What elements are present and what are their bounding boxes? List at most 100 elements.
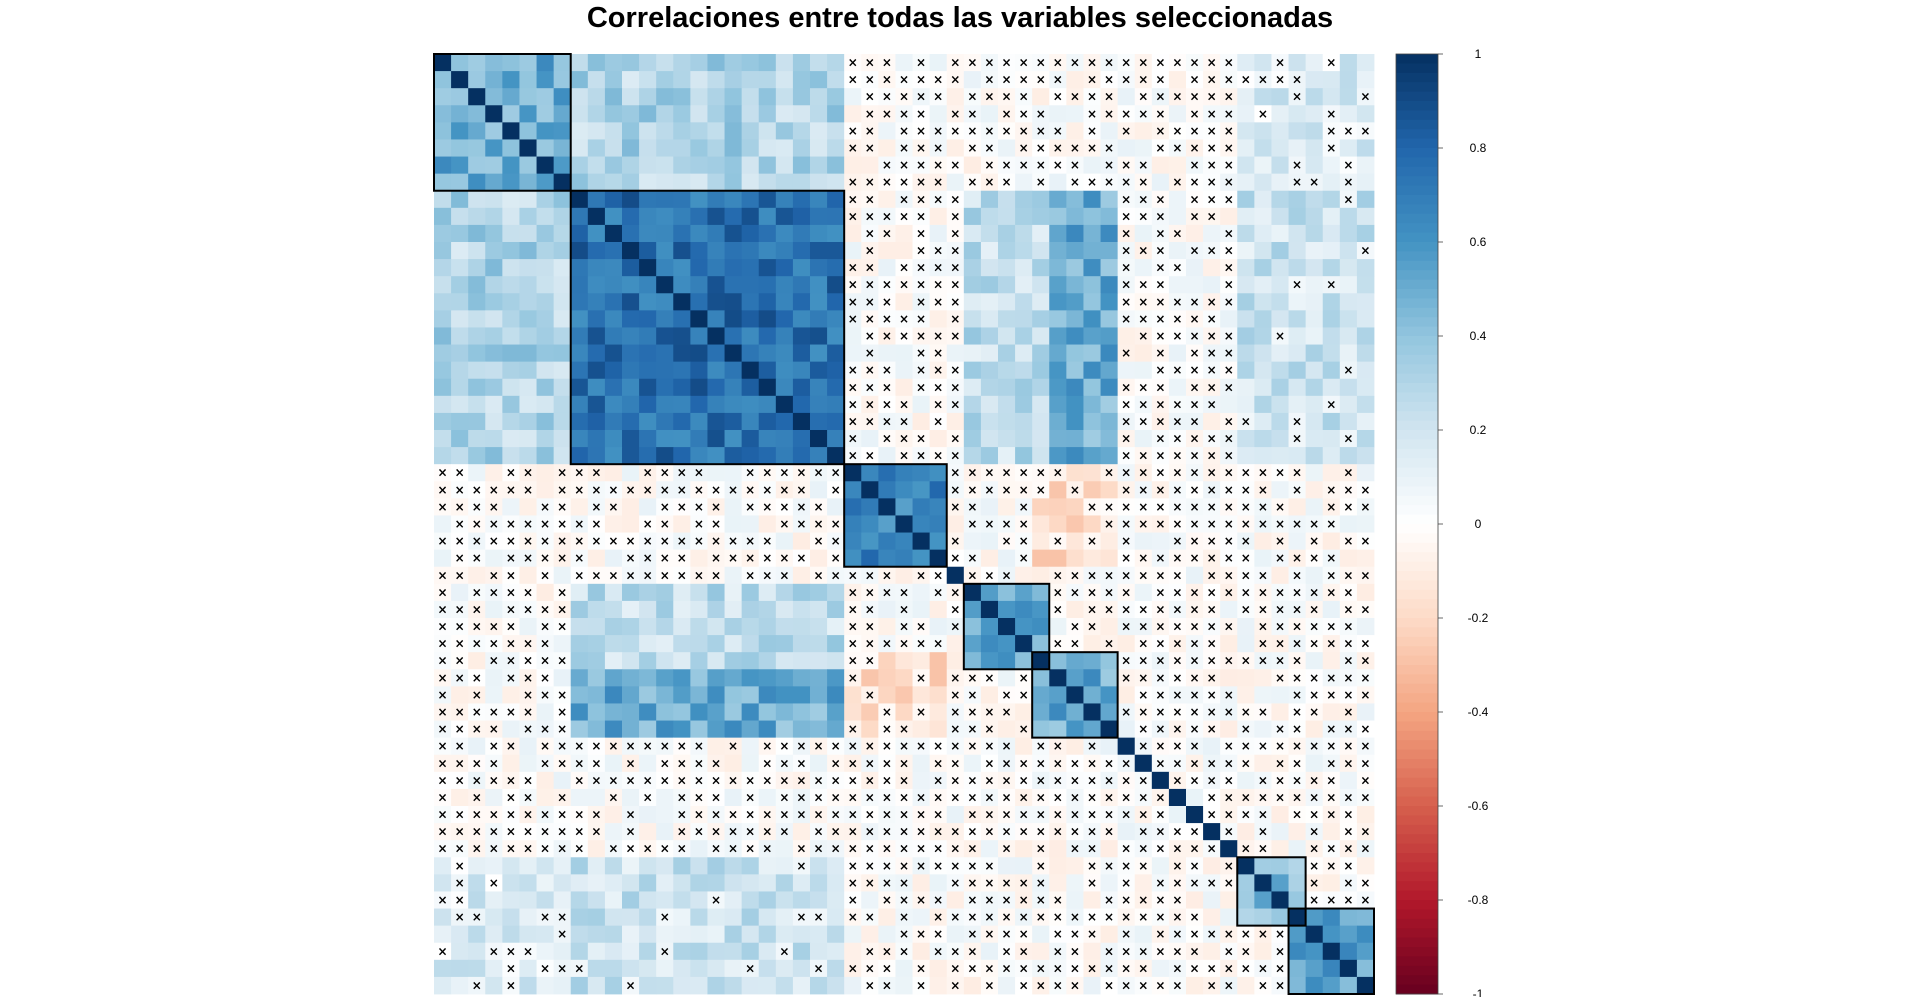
heatmap-cell — [639, 156, 657, 175]
heatmap-cell — [1305, 173, 1324, 192]
insignificant-marker: × — [1172, 534, 1182, 548]
heatmap-cell — [451, 532, 469, 551]
insignificant-marker: × — [1292, 722, 1302, 736]
heatmap-cell — [587, 669, 606, 687]
heatmap-cell — [980, 686, 999, 704]
heatmap-cell — [775, 618, 794, 636]
heatmap-cell — [741, 515, 760, 533]
heatmap-cell — [1032, 122, 1050, 140]
heatmap-cell — [1322, 173, 1341, 192]
heatmap-cell — [690, 618, 708, 636]
heatmap-cell — [690, 857, 708, 875]
heatmap-cell — [1271, 71, 1289, 89]
heatmap-cell — [929, 242, 948, 260]
insignificant-marker: × — [1155, 654, 1165, 668]
insignificant-marker: × — [1138, 209, 1148, 223]
heatmap-cell — [1339, 54, 1358, 72]
heatmap-cell — [844, 88, 862, 106]
insignificant-marker: × — [1002, 808, 1012, 822]
insignificant-marker: × — [1121, 107, 1131, 121]
heatmap-cell — [724, 583, 743, 602]
heatmap-cell — [861, 54, 879, 72]
heatmap-cell — [844, 464, 862, 482]
insignificant-marker: × — [916, 312, 926, 326]
insignificant-marker: × — [950, 158, 960, 172]
heatmap-cell — [963, 361, 982, 380]
heatmap-cell — [1066, 874, 1084, 892]
heatmap-cell — [451, 71, 469, 89]
insignificant-marker: × — [1258, 517, 1268, 531]
heatmap-cell — [1117, 720, 1136, 739]
insignificant-marker: × — [1309, 773, 1319, 787]
insignificant-marker: × — [1190, 192, 1200, 206]
heatmap-cell — [1168, 71, 1187, 89]
heatmap-cell — [810, 481, 828, 499]
heatmap-cell — [724, 874, 743, 892]
insignificant-marker: × — [1190, 397, 1200, 411]
heatmap-cell — [980, 447, 999, 465]
heatmap-cell — [1100, 498, 1119, 516]
insignificant-marker: × — [899, 90, 909, 104]
insignificant-marker: × — [1224, 500, 1234, 514]
heatmap-cell — [639, 481, 657, 499]
heatmap-cell — [844, 122, 862, 140]
heatmap-cell — [1288, 224, 1307, 243]
heatmap-cell — [570, 583, 589, 602]
heatmap-cell — [741, 156, 760, 175]
insignificant-marker: × — [967, 705, 977, 719]
heatmap-cell — [878, 88, 896, 106]
heatmap-cell — [1066, 857, 1084, 875]
heatmap-cell — [1168, 532, 1187, 551]
heatmap-cell — [861, 310, 879, 328]
insignificant-marker: × — [1343, 620, 1353, 634]
heatmap-cell — [604, 378, 623, 397]
insignificant-marker: × — [796, 910, 806, 924]
insignificant-marker: × — [1343, 739, 1353, 753]
heatmap-cell — [724, 139, 743, 157]
insignificant-marker: × — [984, 790, 994, 804]
heatmap-cell — [1117, 276, 1136, 294]
insignificant-marker: × — [848, 825, 858, 839]
heatmap-cell — [878, 532, 896, 551]
heatmap-cell — [963, 481, 982, 499]
heatmap-cell — [775, 276, 794, 294]
insignificant-marker: × — [984, 927, 994, 941]
insignificant-marker: × — [1138, 107, 1148, 121]
insignificant-marker: × — [1155, 414, 1165, 428]
heatmap-cell — [724, 549, 743, 568]
insignificant-marker: × — [1172, 944, 1182, 958]
insignificant-marker: × — [865, 363, 875, 377]
colorbar-segment — [1396, 608, 1438, 619]
heatmap-cell — [998, 566, 1016, 585]
insignificant-marker: × — [591, 756, 601, 770]
insignificant-marker: × — [1138, 551, 1148, 565]
heatmap-cell — [963, 600, 982, 619]
insignificant-marker: × — [848, 56, 858, 70]
insignificant-marker: × — [1190, 876, 1200, 890]
insignificant-marker: × — [1190, 56, 1200, 70]
heatmap-cell — [1015, 652, 1033, 670]
heatmap-cell — [1134, 156, 1153, 175]
heatmap-cell — [1100, 652, 1119, 670]
heatmap-cell — [827, 464, 845, 482]
heatmap-cell — [434, 908, 452, 927]
insignificant-marker: × — [1224, 825, 1234, 839]
heatmap-cell — [1203, 190, 1221, 209]
heatmap-cell — [485, 361, 503, 380]
heatmap-cell — [724, 566, 743, 585]
heatmap-cell — [604, 515, 623, 533]
heatmap-cell — [468, 276, 486, 294]
heatmap-cell — [656, 566, 674, 585]
heatmap-cell — [656, 498, 674, 516]
heatmap-cell — [844, 327, 862, 345]
heatmap-cell — [792, 207, 811, 226]
heatmap-cell — [998, 481, 1016, 499]
heatmap-cell — [604, 566, 623, 585]
colorbar-segment — [1396, 618, 1438, 628]
heatmap-cell — [1271, 908, 1289, 927]
heatmap-cell — [1220, 412, 1238, 431]
insignificant-marker: × — [899, 876, 909, 890]
heatmap-cell — [451, 327, 469, 345]
heatmap-cell — [963, 327, 982, 345]
heatmap-cell — [656, 71, 674, 89]
